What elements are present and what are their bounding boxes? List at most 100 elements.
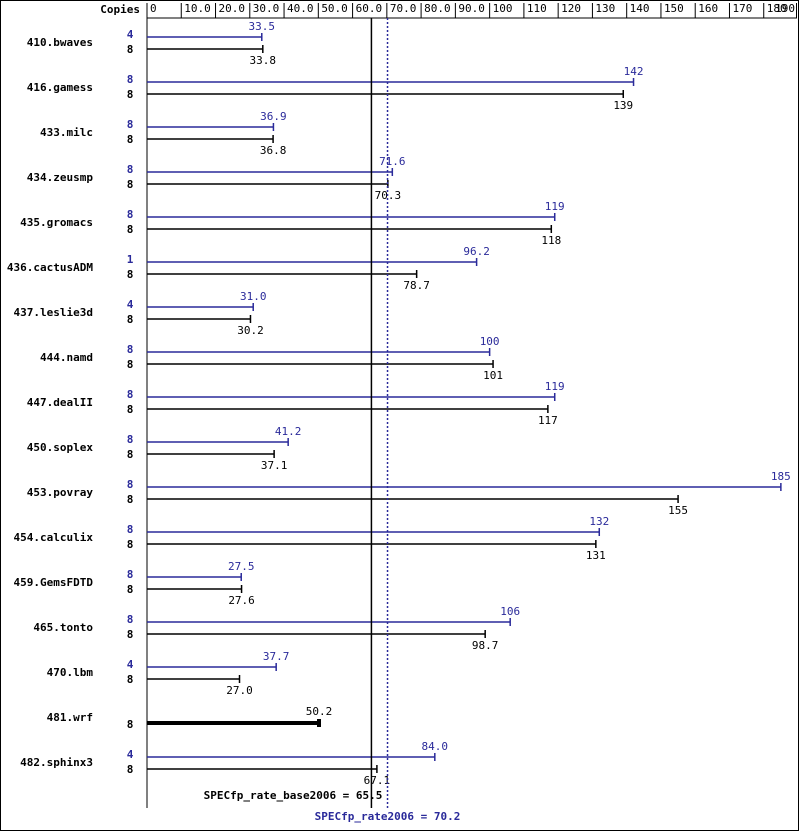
value-label: 67.1 <box>364 774 391 787</box>
bar <box>147 618 511 626</box>
x-tick-label: 100 <box>493 2 513 15</box>
value-label: 37.1 <box>261 459 288 472</box>
x-tick-label: 120 <box>561 2 581 15</box>
benchmark-label: 433.milc <box>40 126 93 139</box>
benchmark-label: 454.calculix <box>14 531 94 544</box>
benchmark-label: 450.soplex <box>27 441 94 454</box>
value-label: 37.7 <box>263 650 290 663</box>
copies-label: 8 <box>127 568 134 581</box>
bar <box>147 90 625 98</box>
value-label: 185 <box>771 470 791 483</box>
x-tick-label: 70.0 <box>390 2 417 15</box>
bar <box>147 135 274 143</box>
value-label: 131 <box>586 549 606 562</box>
benchmark-label: 481.wrf <box>47 711 93 724</box>
bar <box>147 450 275 458</box>
value-label: 33.5 <box>249 20 276 33</box>
x-tick-label: 40.0 <box>287 2 314 15</box>
x-tick-label: 150 <box>664 2 684 15</box>
x-tick-label: 30.0 <box>253 2 280 15</box>
copies-label: 8 <box>127 538 134 551</box>
bar <box>147 348 491 356</box>
value-label: 155 <box>668 504 688 517</box>
x-tick-label: 50.0 <box>321 2 348 15</box>
value-label: 50.2 <box>306 705 333 718</box>
copies-label: 8 <box>127 433 134 446</box>
benchmark-label: 444.namd <box>40 351 93 364</box>
copies-label: 8 <box>127 178 134 191</box>
bar <box>147 393 556 401</box>
benchmark-label: 447.dealII <box>27 396 93 409</box>
copies-label: 8 <box>127 613 134 626</box>
value-label: 101 <box>483 369 503 382</box>
copies-label: 8 <box>127 388 134 401</box>
benchmark-label: 465.tonto <box>33 621 93 634</box>
bar <box>147 753 436 761</box>
bar <box>147 213 556 221</box>
reference-label: SPECfp_rate_base2006 = 65.5 <box>204 789 383 802</box>
bar <box>147 675 241 683</box>
bar <box>147 258 478 266</box>
value-label: 98.7 <box>472 639 499 652</box>
bar <box>147 123 275 131</box>
copies-label: 8 <box>127 343 134 356</box>
value-label: 119 <box>545 200 565 213</box>
benchmark-label: 436.cactusADM <box>7 261 93 274</box>
bar <box>147 315 252 323</box>
bar <box>147 405 549 413</box>
benchmark-label: 434.zeusmp <box>27 171 94 184</box>
x-tick-label: 190 <box>775 2 795 15</box>
bar <box>147 360 494 368</box>
value-label: 36.9 <box>260 110 287 123</box>
benchmark-label: 459.GemsFDTD <box>14 576 94 589</box>
value-label: 36.8 <box>260 144 287 157</box>
copies-label: 4 <box>127 658 134 671</box>
copies-label: 8 <box>127 763 134 776</box>
bar <box>147 630 486 638</box>
value-label: 119 <box>545 380 565 393</box>
copies-header: Copies <box>100 3 140 16</box>
value-label: 31.0 <box>240 290 267 303</box>
copies-label: 8 <box>127 73 134 86</box>
x-tick-label: 140 <box>630 2 650 15</box>
bar <box>147 573 242 581</box>
value-label: 132 <box>589 515 609 528</box>
value-label: 118 <box>541 234 561 247</box>
copies-label: 8 <box>127 88 134 101</box>
copies-label: 8 <box>127 358 134 371</box>
copies-label: 8 <box>127 403 134 416</box>
value-label: 139 <box>613 99 633 112</box>
copies-label: 8 <box>127 718 134 731</box>
copies-label: 4 <box>127 28 134 41</box>
benchmark-label: 437.leslie3d <box>14 306 93 319</box>
copies-label: 8 <box>127 523 134 536</box>
value-label: 96.2 <box>463 245 490 258</box>
value-label: 106 <box>500 605 520 618</box>
value-label: 27.6 <box>228 594 255 607</box>
value-label: 27.5 <box>228 560 255 573</box>
bar <box>147 33 263 41</box>
copies-label: 8 <box>127 208 134 221</box>
copies-label: 8 <box>127 43 134 56</box>
copies-label: 4 <box>127 748 134 761</box>
value-label: 78.7 <box>403 279 430 292</box>
copies-label: 1 <box>127 253 134 266</box>
bar <box>147 168 394 176</box>
bar <box>147 438 289 446</box>
bar <box>147 585 243 593</box>
bar <box>147 303 254 311</box>
benchmark-label: 470.lbm <box>47 666 94 679</box>
bar <box>147 495 679 503</box>
copies-label: 8 <box>127 493 134 506</box>
x-tick-label: 0 <box>150 2 157 15</box>
x-tick-label: 170 <box>732 2 752 15</box>
bar <box>147 765 378 773</box>
copies-label: 8 <box>127 628 134 641</box>
copies-label: 8 <box>127 313 134 326</box>
bar <box>147 528 601 536</box>
bar <box>147 78 635 86</box>
copies-label: 4 <box>127 298 134 311</box>
x-tick-label: 60.0 <box>356 2 383 15</box>
